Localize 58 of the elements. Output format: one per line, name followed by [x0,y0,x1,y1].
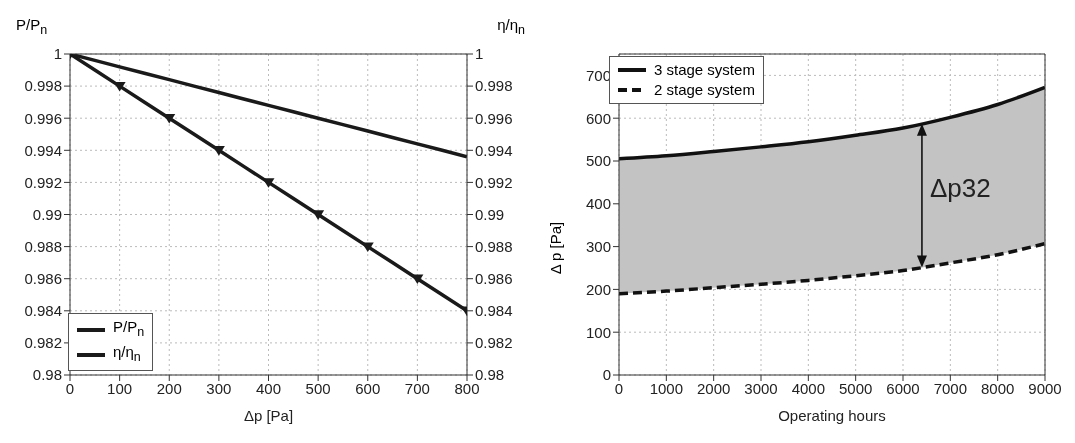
line-series [619,85,1045,161]
y-tick-label: 100 [585,323,611,341]
y-tick-label: 0.99 [32,205,62,223]
y-axis-title: P/P$_{n}$ [16,16,48,37]
x-tick-label: 9000 [1028,379,1062,397]
x-tick-label: 1000 [649,379,684,397]
y-tick-label: 0.984 [24,302,62,320]
y-tick-label: 500 [585,152,611,170]
y-tick-label: 0.994 [24,141,62,159]
annotation: Δp32 [929,173,991,204]
x-tick-label: 400 [255,379,282,397]
y2-tick-label: 0.986 [475,270,513,288]
y-tick-label: 400 [585,195,611,213]
x-axis-title: Δp [Pa] [243,407,294,424]
x-tick-label: 5000 [838,379,873,397]
x-tick-label: 3000 [744,379,778,397]
y-tick-label: 0.998 [24,77,62,95]
x-tick-label: 200 [156,379,182,397]
legend-label: η/η$_{n}$ [113,342,141,366]
x-tick-label: 8000 [980,379,1015,397]
y2-tick-label: 0.992 [475,173,513,191]
legend-label: 3 stage system [654,60,755,80]
y2-axis-title: η/η$_{n}$ [497,16,525,37]
y2-tick-label: 0.99 [475,205,505,223]
y-tick-label: 1 [53,45,62,63]
x-tick-label: 500 [305,379,331,397]
x-tick-label: 0 [65,379,75,397]
y-tick-label: 300 [585,237,611,255]
y-tick-label: 0.98 [32,366,62,384]
legend-label: P/P$_{n}$ [113,317,145,341]
y2-tick-label: 0.988 [475,237,513,255]
x-tick-label: 100 [107,379,133,397]
x-tick-label: 2000 [696,379,731,397]
y2-tick-label: 1 [475,45,484,63]
x-tick-label: 0 [614,379,624,397]
y2-tick-label: 0.994 [475,141,513,159]
y-tick-label: 0.982 [24,334,62,352]
y2-tick-label: 0.996 [475,109,513,127]
x-tick-label: 600 [355,379,381,397]
y-tick-label: 0.986 [24,270,62,288]
line-series [619,241,1045,296]
x-tick-label: 700 [404,379,430,397]
x-tick-label: 4000 [791,379,826,397]
y-tick-label: 0 [602,366,611,384]
legend-label: 2 stage system [654,80,755,100]
x-axis-title: Operating hours [778,407,886,424]
y2-tick-label: 0.982 [475,334,513,352]
y-axis-title: Δ p [Pa] [546,221,564,275]
x-tick-label: 300 [206,379,232,397]
y-tick-label: 0.988 [24,237,62,255]
x-tick-label: 7000 [933,379,968,397]
y-tick-label: 200 [585,280,611,298]
y2-tick-label: 0.998 [475,77,513,95]
y2-tick-label: 0.984 [475,302,513,320]
x-tick-label: 6000 [886,379,920,397]
y-tick-label: 0.996 [24,109,62,127]
y-tick-label: 0.992 [24,173,62,191]
y-tick-label: 600 [585,109,611,127]
